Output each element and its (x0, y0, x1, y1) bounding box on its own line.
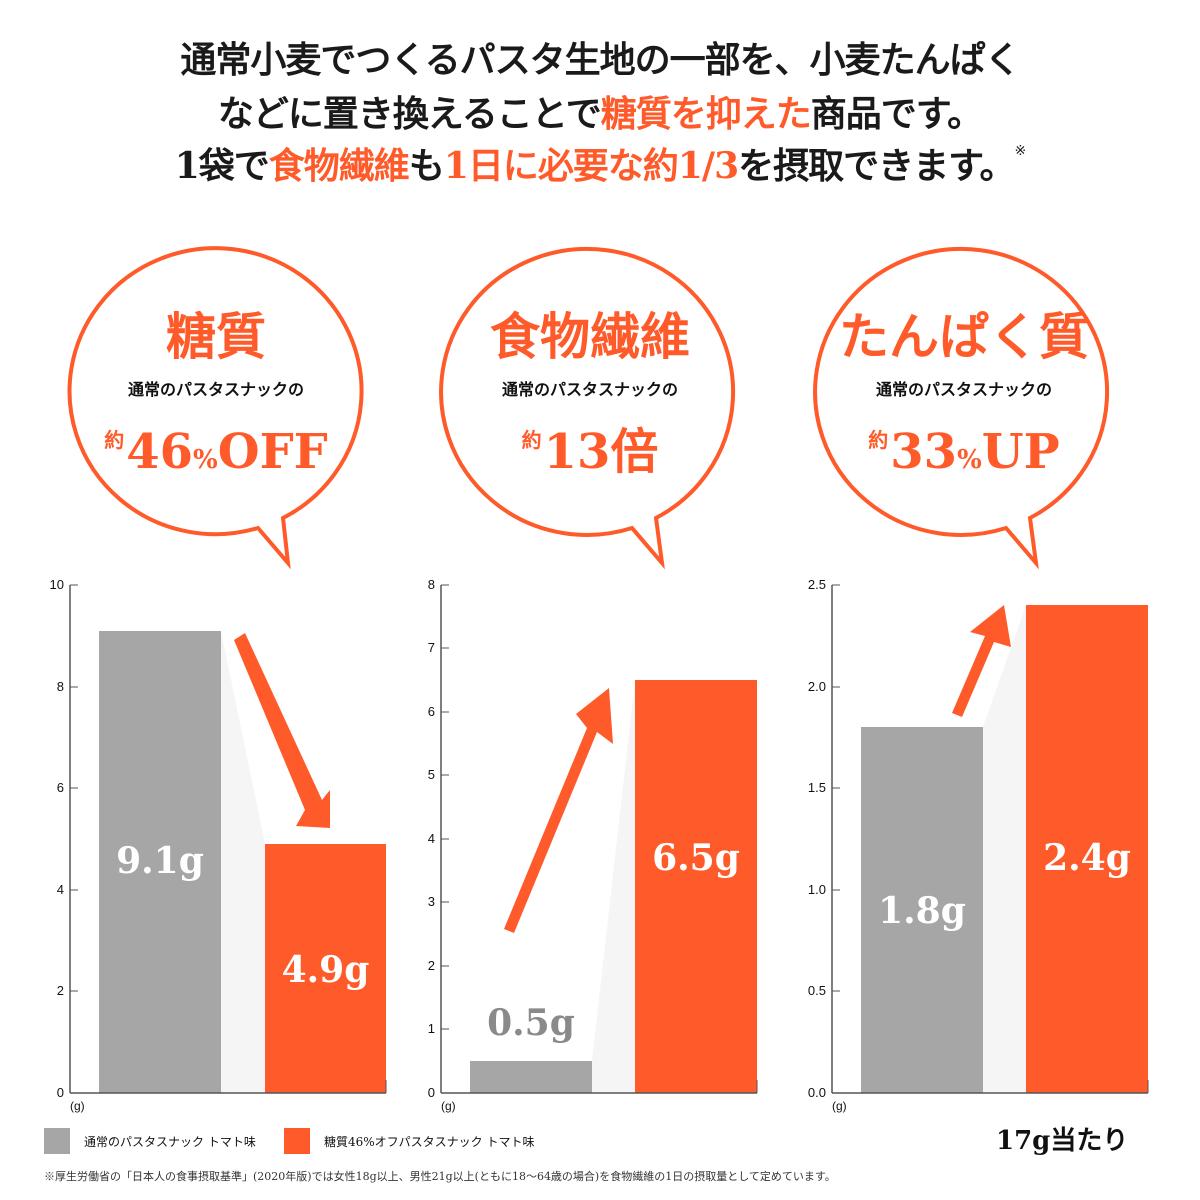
y-tick: 6 (56, 780, 64, 795)
y-tick: 10 (49, 577, 64, 592)
speech-bubble-protein (813, 246, 1110, 570)
legend-label: 糖質46%オフパスタスナック トマト味 (324, 1134, 535, 1149)
bar-lowcarb (635, 680, 757, 1093)
value-number: 13倍 (543, 424, 659, 480)
y-unit-label: (g) (832, 1099, 847, 1113)
y-tick: 2.5 (807, 577, 826, 592)
arrow-up-icon (504, 688, 613, 933)
y-tick: 8 (427, 577, 435, 592)
bar-regular (861, 727, 983, 1093)
y-tick: 0.0 (807, 1085, 826, 1100)
bubble-value-fiber: 約13倍 (444, 428, 736, 476)
y-tick: 1 (427, 1021, 435, 1036)
chart-carbs (69, 584, 387, 1094)
bar-value-label: 9.1g (116, 840, 204, 882)
arrow-up-icon (952, 605, 1011, 717)
bar-value-label: 6.5g (652, 837, 740, 879)
legend-swatch-gray (44, 1128, 70, 1154)
bubble-subtitle-carbs: 通常のパスタスナックの (127, 380, 304, 399)
y-tick: 1.5 (807, 780, 826, 795)
headline-highlight: 食物繊維 (268, 145, 410, 187)
bubble-subtitle-fiber: 通常のパスタスナックの (501, 380, 678, 399)
value-suffix: UP (981, 424, 1060, 480)
y-tick: 4 (427, 831, 435, 846)
y-tick: 2 (56, 983, 64, 998)
y-tick: 0 (427, 1085, 435, 1100)
bar-shadow (592, 680, 635, 1093)
headline-line-1: 通常小麦でつくるパスタ生地の一部を、小麦たんぱく (0, 42, 1200, 78)
bubble-title-fiber: 食物繊維 (490, 307, 690, 366)
percent-sign: % (957, 445, 982, 475)
headline-text: も (408, 145, 445, 187)
bubble-title-protein: たんぱく質 (839, 307, 1089, 366)
speech-bubble-carbs (67, 246, 364, 570)
y-tick: 2.0 (807, 679, 826, 694)
bar-lowcarb (265, 844, 386, 1093)
bubble-value-carbs: 約46%OFF (70, 428, 362, 476)
y-tick: 7 (427, 640, 435, 655)
y-tick: 1.0 (807, 882, 826, 897)
legend-label: 通常のパスタスナック トマト味 (84, 1134, 256, 1149)
chart-protein (831, 584, 1149, 1094)
speech-bubble-fiber (439, 246, 736, 570)
bubble-title-carbs: 糖質 (166, 307, 266, 366)
headline-line-2: などに置き換えることで糖質を抑えた商品です。 (0, 96, 1200, 132)
legend-swatch-orange (284, 1128, 310, 1154)
per-serving-label: 17g当たり (996, 1126, 1129, 1156)
headline-highlight: 糖質を抑えた (600, 93, 812, 135)
arrow-down-icon (234, 633, 330, 828)
y-tick: 8 (56, 679, 64, 694)
bar-regular (99, 631, 221, 1093)
y-unit-label: (g) (70, 1099, 85, 1113)
bar-value-label: 4.9g (281, 949, 370, 991)
y-tick: 0.5 (807, 983, 826, 998)
footnote: ※厚生労働省の「日本人の食事摂取基準」(2020年版)では女性18g以上、男性2… (44, 1170, 836, 1183)
y-unit-label: (g) (441, 1099, 456, 1113)
approx-label: 約 (104, 428, 125, 452)
y-tick: 0 (56, 1085, 64, 1100)
headline-text: を摂取できます。 (738, 145, 1015, 187)
approx-label: 約 (868, 428, 889, 452)
percent-sign: % (193, 445, 218, 475)
footnote-mark: ※ (1014, 143, 1027, 159)
bar-regular (470, 1061, 592, 1093)
bar-value-label: 2.4g (1043, 837, 1131, 879)
headline-text: 通常小麦でつくるパスタ生地の一部を、小麦たんぱく (180, 39, 1020, 81)
value-number: 46 (126, 424, 194, 480)
headline-line-3: 1袋で食物繊維も1日に必要な約1/3を摂取できます。※ (0, 144, 1200, 187)
bar-shadow (983, 605, 1026, 1093)
value-suffix: OFF (217, 424, 328, 480)
chart-fiber (440, 584, 758, 1094)
headline-text: などに置き換えることで (217, 93, 602, 135)
legend-regular: 通常のパスタスナック トマト味 (44, 1128, 256, 1154)
headline-text: 商品です。 (810, 93, 983, 135)
bar-value-label: 1.8g (878, 890, 966, 932)
y-tick: 2 (427, 958, 435, 973)
value-number: 33 (890, 424, 958, 480)
y-tick: 4 (56, 882, 64, 897)
bubble-value-protein: 約33%UP (818, 428, 1110, 476)
bar-shadow (221, 631, 265, 1093)
bar-value-label: 0.5g (487, 1002, 575, 1044)
headline-text: 1袋で (174, 145, 270, 187)
y-tick: 6 (427, 704, 435, 719)
y-tick: 3 (427, 894, 435, 909)
bubble-subtitle-protein: 通常のパスタスナックの (875, 380, 1052, 399)
headline-highlight: 1日に必要な約1/3 (443, 145, 739, 187)
legend-lowcarb: 糖質46%オフパスタスナック トマト味 (284, 1128, 535, 1154)
approx-label: 約 (521, 428, 542, 452)
y-tick: 5 (427, 767, 435, 782)
bar-lowcarb (1026, 605, 1148, 1093)
